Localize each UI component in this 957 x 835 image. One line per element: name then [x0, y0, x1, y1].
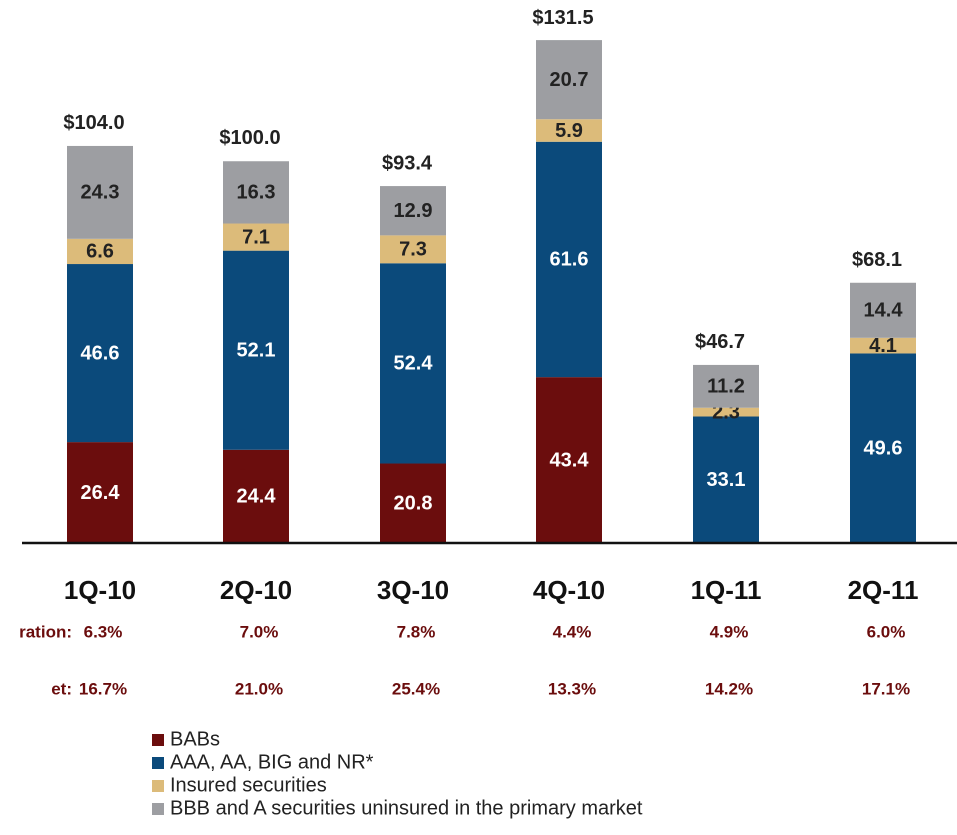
row-value: 7.0% — [240, 622, 279, 641]
row-value: 13.3% — [548, 679, 596, 698]
segment-label: 46.6 — [81, 342, 120, 364]
bar-segment — [850, 282, 916, 338]
legend-swatch — [152, 803, 164, 815]
segment-label: 26.4 — [81, 482, 121, 504]
x-tick-label: 2Q-11 — [848, 575, 919, 605]
segment-label: 24.3 — [81, 182, 120, 204]
segment-label: 49.6 — [864, 438, 903, 460]
row-value: 14.2% — [705, 679, 753, 698]
total-label: $68.1 — [852, 249, 902, 271]
x-tick-label: 3Q-10 — [377, 575, 449, 605]
bar-segment — [693, 407, 759, 417]
legend-swatch — [152, 734, 164, 746]
row-value: 7.8% — [397, 622, 436, 641]
bar-segment — [223, 449, 289, 543]
bar-segment — [850, 337, 916, 354]
x-tick-label: 1Q-10 — [64, 575, 136, 605]
bar-segment — [67, 442, 133, 543]
bar-segment — [380, 235, 446, 264]
bar-segment — [67, 145, 133, 239]
bar-segment — [850, 353, 916, 543]
row-value: 21.0% — [235, 679, 283, 698]
bar-segment — [223, 161, 289, 224]
segment-label: 20.7 — [550, 69, 589, 91]
x-tick-label: 1Q-11 — [691, 575, 762, 605]
segment-label: 4.1 — [869, 335, 897, 357]
bar-segment — [67, 238, 133, 265]
legend-label: Insured securities — [170, 774, 327, 796]
segment-label: 20.8 — [394, 493, 433, 515]
row-value: 4.4% — [553, 622, 592, 641]
row-label: ration: — [19, 622, 72, 641]
segment-label: 24.4 — [237, 486, 277, 508]
segment-label: 52.4 — [394, 353, 434, 375]
segment-label: 61.6 — [550, 249, 589, 271]
segment-label: 6.6 — [86, 241, 114, 263]
segment-label: 52.1 — [237, 339, 276, 361]
bar-segment — [223, 223, 289, 251]
segment-label: 7.3 — [399, 239, 427, 261]
bar-segment — [380, 463, 446, 543]
row-value: 4.9% — [710, 622, 749, 641]
row-value: 6.0% — [867, 622, 906, 641]
x-tick-label: 2Q-10 — [220, 575, 292, 605]
bar-segment — [380, 186, 446, 236]
bar-segment — [693, 416, 759, 543]
legend-swatch — [152, 780, 164, 792]
row-value: 25.4% — [392, 679, 440, 698]
segment-label: 16.3 — [237, 182, 276, 204]
bar-segment — [693, 364, 759, 408]
row-value: 16.7% — [79, 679, 127, 698]
total-label: $104.0 — [63, 112, 124, 134]
total-label: $100.0 — [219, 127, 280, 149]
bar-segment — [536, 141, 602, 378]
segment-label: 14.4 — [864, 300, 904, 322]
segment-label: 33.1 — [707, 469, 746, 491]
bar-segment — [223, 250, 289, 450]
row-label: et: — [51, 679, 72, 698]
segment-label: 5.9 — [555, 120, 583, 142]
segment-label: 7.1 — [242, 226, 270, 248]
segment-label: 11.2 — [707, 376, 745, 398]
bar-segment — [536, 40, 602, 120]
segment-label: 43.4 — [550, 449, 590, 471]
legend-swatch — [152, 757, 164, 769]
bar-segment — [67, 264, 133, 443]
x-tick-label: 4Q-10 — [533, 575, 605, 605]
segment-label: 12.9 — [394, 200, 433, 222]
bar-segment — [380, 263, 446, 464]
legend-label: BABs — [170, 728, 220, 750]
bar-segment — [536, 377, 602, 543]
legend-label: AAA, AA, BIG and NR* — [170, 751, 374, 773]
total-label: $93.4 — [382, 152, 433, 174]
bar-segment — [536, 119, 602, 142]
row-value: 17.1% — [862, 679, 910, 698]
total-label: $131.5 — [532, 7, 593, 29]
total-label: $46.7 — [695, 331, 745, 353]
row-value: 6.3% — [84, 622, 123, 641]
legend-label: BBB and A securities uninsured in the pr… — [170, 797, 643, 819]
